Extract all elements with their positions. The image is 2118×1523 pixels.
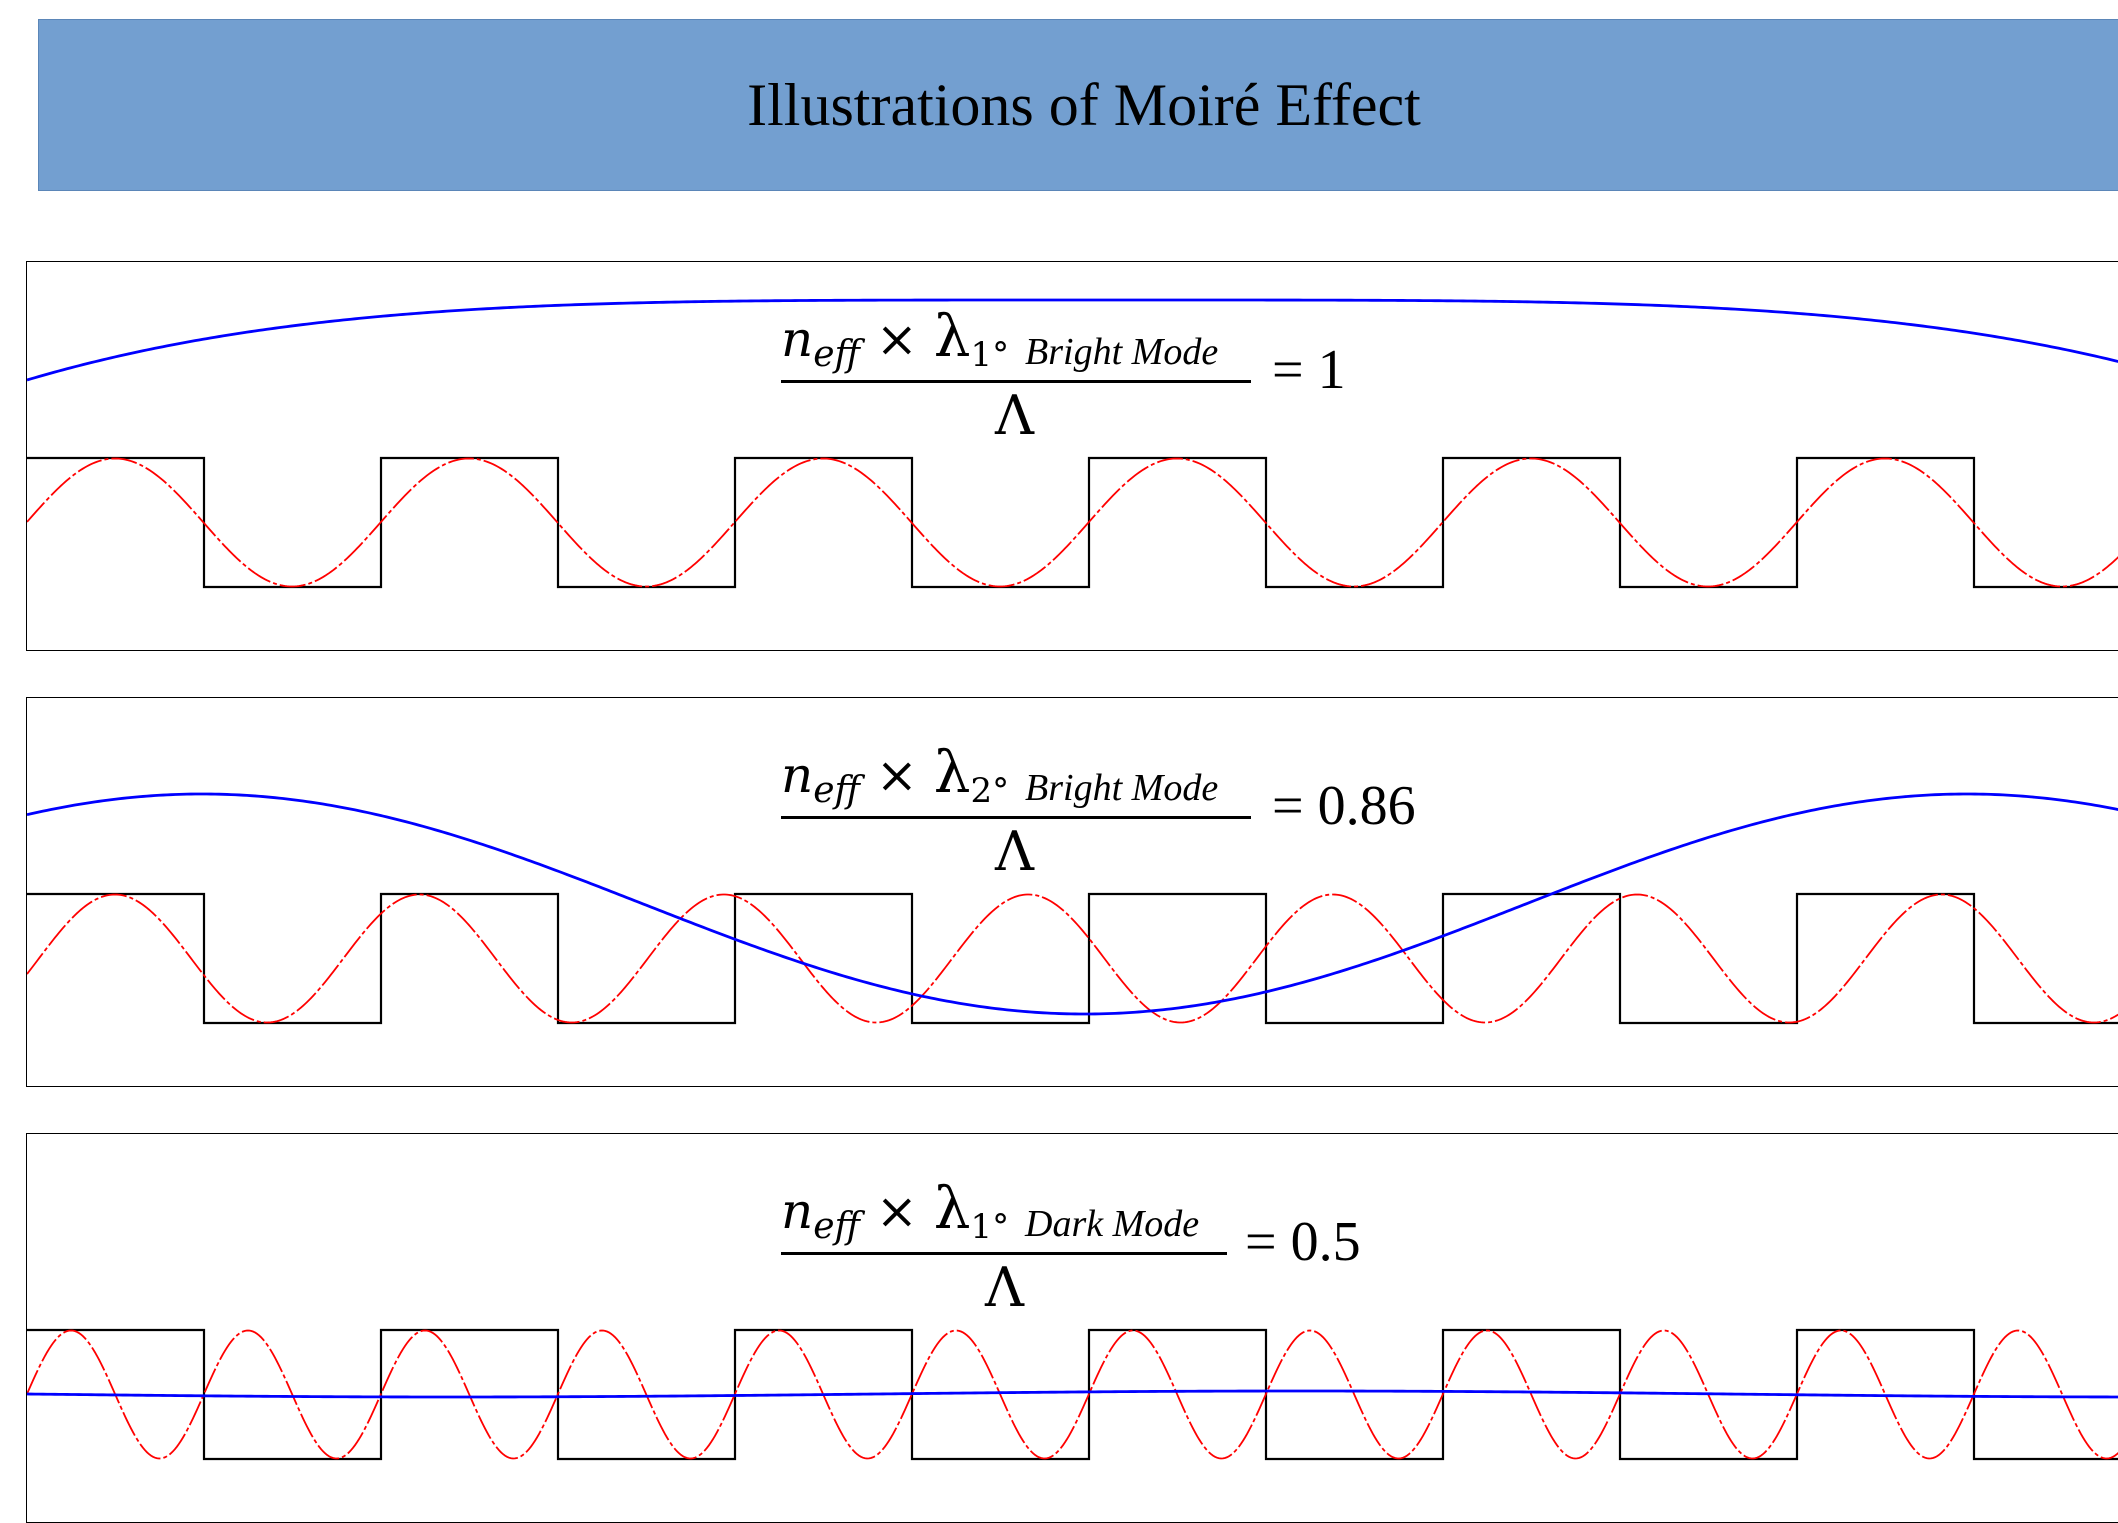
moire-envelope-curve bbox=[27, 298, 2118, 382]
formula-denominator: Λ bbox=[995, 384, 1034, 447]
moire-envelope-curve bbox=[27, 1389, 2118, 1399]
title-banner: Illustrations of Moiré Effect bbox=[38, 19, 2118, 191]
moire-envelope-curve bbox=[27, 792, 2118, 1016]
grating-square-wave bbox=[27, 456, 2118, 589]
mode-sine-wave bbox=[27, 893, 2118, 1024]
formula-result: = 0.86 bbox=[1272, 775, 1416, 837]
formula-numerator: neff × λ1° Bright Mode bbox=[781, 302, 1219, 375]
page-title: Illustrations of Moiré Effect bbox=[747, 72, 1421, 138]
formula-denominator: Λ bbox=[985, 1256, 1024, 1319]
grating-square-wave bbox=[27, 892, 2118, 1025]
formula-result: = 0.5 bbox=[1245, 1211, 1361, 1273]
mode-sine-wave bbox=[27, 457, 2118, 588]
panel-second-order-bright-mode: neff × λ2° Bright Mode Λ = 0.86 bbox=[26, 697, 2118, 1087]
formula-result: = 1 bbox=[1272, 339, 1346, 401]
panel-first-order-bright-mode: neff × λ1° Bright Mode Λ = 1 bbox=[26, 261, 2118, 651]
mode-sine-wave bbox=[27, 1329, 2118, 1460]
formula-numerator: neff × λ1° Dark Mode bbox=[781, 1174, 1200, 1247]
panel-plot bbox=[27, 792, 2118, 1025]
fraction-bar bbox=[781, 1252, 1227, 1255]
formula-denominator: Λ bbox=[995, 820, 1034, 883]
panel-plot bbox=[27, 298, 2118, 589]
formula-numerator: neff × λ2° Bright Mode bbox=[781, 738, 1219, 811]
fraction-bar bbox=[781, 380, 1251, 383]
panel-first-order-dark-mode: neff × λ1° Dark Mode Λ = 0.5 bbox=[26, 1133, 2118, 1523]
panel-plot bbox=[27, 1328, 2118, 1461]
fraction-bar bbox=[781, 816, 1251, 819]
